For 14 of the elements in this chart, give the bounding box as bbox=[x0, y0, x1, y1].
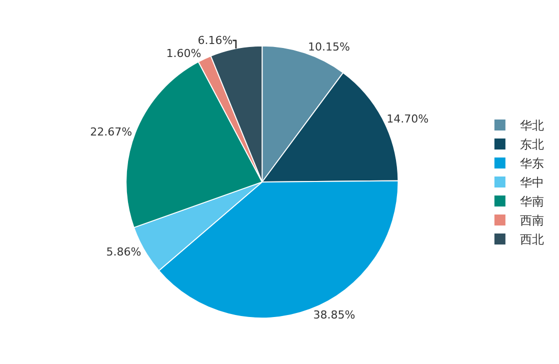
legend-label: 华南 bbox=[520, 194, 544, 209]
data-label: 38.85% bbox=[313, 308, 356, 322]
data-label: 6.16% bbox=[198, 34, 233, 47]
legend-label: 西南 bbox=[520, 214, 544, 228]
data-label: 14.70% bbox=[386, 112, 429, 126]
data-label: 10.15% bbox=[308, 40, 350, 54]
legend-label: 华北 bbox=[520, 118, 544, 133]
legend-label: 东北 bbox=[520, 138, 544, 152]
data-label: 1.60% bbox=[166, 46, 202, 60]
legend-label: 华中 bbox=[520, 176, 544, 190]
data-label: 22.67% bbox=[90, 125, 132, 138]
legend-label: 西北 bbox=[520, 232, 544, 247]
data-label: 5.86% bbox=[106, 245, 142, 258]
legend-label: 华东 bbox=[520, 156, 544, 171]
